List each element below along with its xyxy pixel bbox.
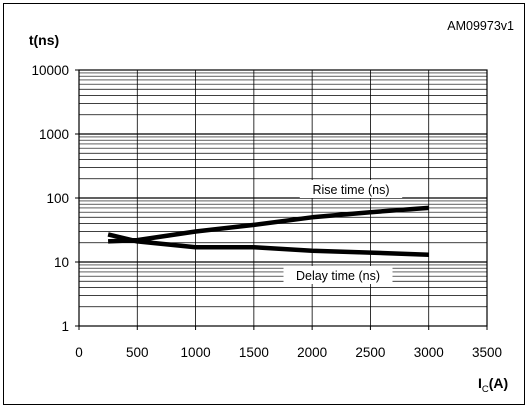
grid	[79, 70, 487, 326]
axes	[75, 69, 488, 330]
y-tick-label: 1000	[39, 127, 69, 142]
series-label-text: Delay time (ns)	[296, 269, 380, 283]
x-tick-label: 1000	[181, 345, 211, 360]
x-tick-label: 500	[126, 345, 149, 360]
y-tick-label: 1	[61, 319, 69, 334]
y-axis-title: t(ns)	[29, 32, 59, 48]
series-line-delay-time	[107, 232, 429, 257]
x-tick-label: 3000	[414, 345, 444, 360]
y-tick-label: 10	[54, 255, 69, 270]
x-axis-title: IC(A)	[478, 375, 508, 395]
x-tick-label: 0	[75, 345, 83, 360]
x-tick-label: 1500	[239, 345, 269, 360]
x-tick-label: 2000	[297, 345, 327, 360]
y-tick-label: 100	[46, 191, 69, 206]
reference-code: AM09973v1	[447, 19, 514, 33]
chart-frame	[3, 3, 525, 405]
series-line-rise-time	[107, 205, 429, 244]
x-tick-label: 2500	[355, 345, 385, 360]
series-label-background	[283, 266, 393, 284]
y-tick-label: 10000	[31, 63, 69, 78]
x-tick-label: 3500	[472, 345, 502, 360]
series-labels: Rise time (ns) Delay time (ns)	[283, 180, 403, 284]
series-label-text: Rise time (ns)	[312, 183, 389, 197]
series-lines	[107, 205, 429, 257]
series-label-background	[299, 180, 403, 198]
series-label-delay-time: Delay time (ns)	[283, 266, 393, 284]
series-label-rise-time: Rise time (ns)	[299, 180, 403, 198]
tick-labels: 0 500 1000 1500 2000 2500 3000 3500 10000 1000 100…	[31, 63, 502, 360]
